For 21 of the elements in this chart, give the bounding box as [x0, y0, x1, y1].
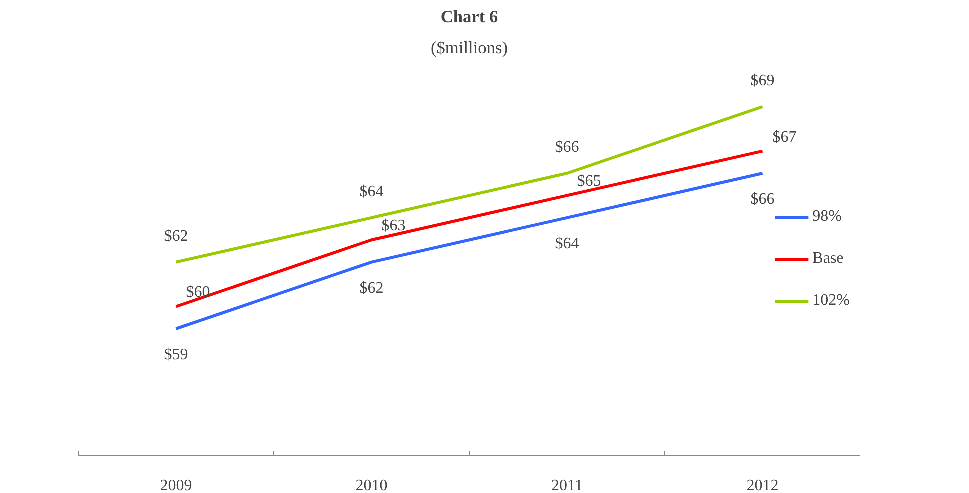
chart-title: Chart 6: [440, 8, 498, 26]
data-label: $64: [555, 235, 580, 252]
legend-label: 102%: [812, 292, 850, 310]
data-label: $64: [360, 183, 384, 200]
data-label: $62: [360, 280, 384, 297]
data-label: $69: [750, 72, 775, 90]
chart-subtitle: ($millions): [430, 38, 508, 58]
x-tick-label: 2010: [356, 478, 388, 493]
data-label: $65: [577, 173, 602, 190]
data-label: $60: [186, 284, 210, 302]
x-tick-label: 2012: [746, 478, 779, 493]
data-label: $66: [555, 139, 580, 156]
data-label: $62: [164, 228, 188, 245]
data-label: $63: [382, 218, 406, 235]
legend-label: 98%: [812, 208, 842, 226]
data-label: $67: [772, 128, 797, 146]
x-tick-label: 2009: [160, 478, 192, 493]
data-label: $66: [750, 191, 775, 208]
x-tick-label: 2011: [552, 478, 583, 493]
data-label: $59: [164, 346, 188, 364]
legend-label: Base: [812, 250, 844, 268]
